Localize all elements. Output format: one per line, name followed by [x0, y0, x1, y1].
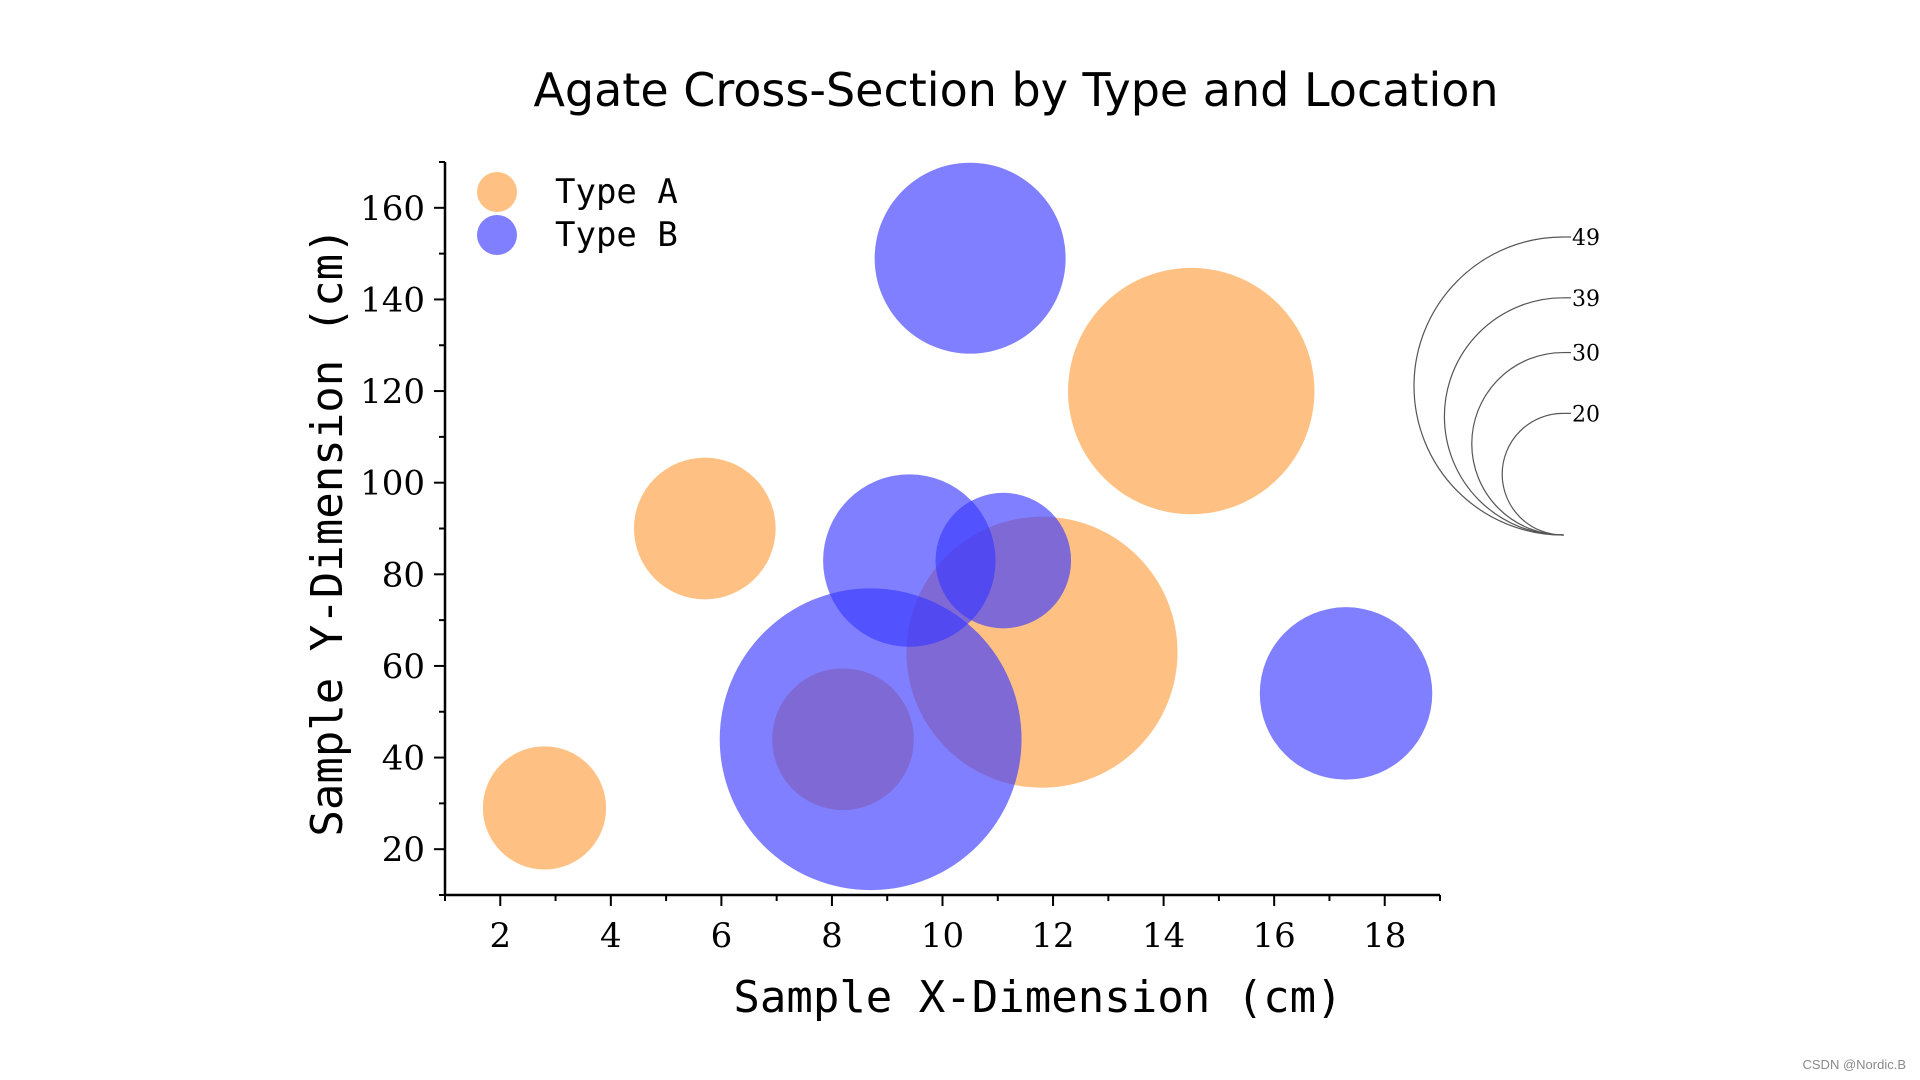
x-tick-label: 18 — [1363, 916, 1406, 956]
x-axis-label: Sample X-Dimension (cm) — [733, 972, 1342, 1023]
size-legend-arc — [1471, 351, 1564, 536]
size-legend-arc — [1443, 297, 1564, 536]
legend-marker-type-b — [477, 215, 517, 255]
bubble-type-a-3 — [1068, 267, 1315, 515]
y-axis-label: Sample Y-Dimension (cm) — [302, 227, 353, 836]
y-tick-label: 160 — [360, 189, 425, 229]
axes: 2 4 6 8 10 12 14 16 18 20 40 60 80 100 120 140 160 — [360, 161, 1441, 956]
x-tick-label: 8 — [821, 916, 843, 956]
bubble-type-a-0 — [482, 746, 607, 870]
legend-label: Type A — [555, 172, 678, 212]
x-tick-label: 2 — [489, 916, 511, 956]
size-legend: 49 39 30 20 — [1413, 226, 1600, 536]
x-tick-label: 14 — [1142, 916, 1185, 956]
y-tick-label: 40 — [382, 739, 425, 779]
x-tick-label: 16 — [1253, 916, 1296, 956]
y-tick-label: 60 — [382, 647, 425, 687]
legend-marker-type-a — [477, 172, 517, 212]
y-tick-label: 80 — [382, 555, 425, 595]
legend-label: Type B — [555, 215, 678, 255]
bubble-type-b-4 — [1259, 607, 1433, 780]
bubble-type-b-2 — [935, 492, 1072, 629]
chart-title: Agate Cross-Section by Type and Location — [533, 63, 1498, 117]
size-legend-arc — [1413, 236, 1564, 536]
watermark: CSDN @Nordic.B — [1802, 1057, 1907, 1072]
size-legend-label: 39 — [1572, 287, 1600, 312]
y-tick-label: 20 — [382, 830, 425, 870]
x-tick-label: 6 — [711, 916, 733, 956]
bubble-type-b-0 — [719, 588, 1022, 891]
y-tick-label: 140 — [360, 280, 425, 320]
y-tick-label: 120 — [360, 372, 425, 412]
size-legend-label: 20 — [1572, 402, 1600, 427]
bubble-type-a-1 — [633, 457, 776, 600]
size-legend-arc — [1501, 412, 1564, 536]
y-tick-label: 100 — [360, 464, 425, 504]
bubble-type-b-3 — [874, 162, 1066, 354]
size-legend-label: 30 — [1572, 342, 1600, 367]
x-tick-label: 4 — [600, 916, 622, 956]
bubble-layer — [482, 162, 1433, 891]
x-tick-label: 10 — [921, 916, 964, 956]
size-legend-label: 49 — [1572, 226, 1600, 251]
x-tick-label: 12 — [1031, 916, 1074, 956]
